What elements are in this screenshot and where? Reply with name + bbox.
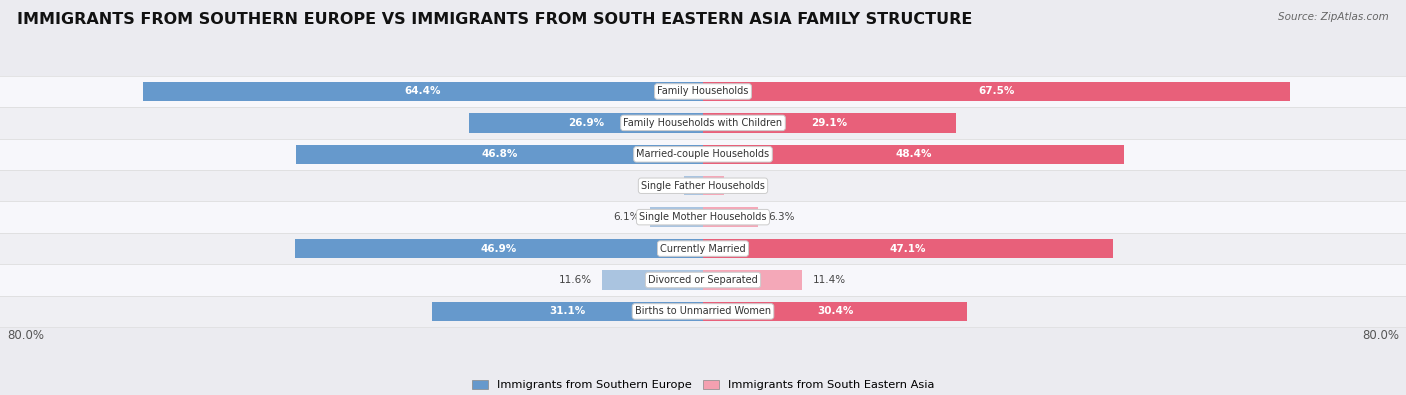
Bar: [0, 233, 1406, 264]
Text: 46.8%: 46.8%: [481, 149, 517, 159]
Text: 80.0%: 80.0%: [1362, 329, 1399, 342]
Text: 30.4%: 30.4%: [817, 307, 853, 316]
Bar: [0, 264, 1406, 296]
Bar: [0, 170, 1406, 201]
Text: 2.4%: 2.4%: [734, 181, 761, 191]
Bar: [0, 76, 1406, 107]
Text: 11.4%: 11.4%: [813, 275, 846, 285]
Bar: [0, 201, 1406, 233]
Text: 31.1%: 31.1%: [550, 307, 586, 316]
Text: 47.1%: 47.1%: [890, 244, 927, 254]
Bar: [0, 107, 1406, 139]
Text: Family Households: Family Households: [658, 87, 748, 96]
Text: 80.0%: 80.0%: [7, 329, 44, 342]
Text: 29.1%: 29.1%: [811, 118, 848, 128]
Text: Single Father Households: Single Father Households: [641, 181, 765, 191]
Text: Single Mother Households: Single Mother Households: [640, 212, 766, 222]
Text: Family Households with Children: Family Households with Children: [623, 118, 783, 128]
Bar: [433, 302, 703, 321]
Bar: [295, 239, 703, 258]
Bar: [602, 270, 703, 290]
Text: 48.4%: 48.4%: [896, 149, 932, 159]
Text: Births to Unmarried Women: Births to Unmarried Women: [636, 307, 770, 316]
Bar: [703, 270, 803, 290]
Bar: [703, 207, 758, 227]
Bar: [295, 145, 703, 164]
Bar: [703, 113, 956, 133]
Text: 46.9%: 46.9%: [481, 244, 517, 254]
Bar: [470, 113, 703, 133]
Text: 11.6%: 11.6%: [558, 275, 592, 285]
Bar: [703, 302, 967, 321]
Text: Currently Married: Currently Married: [661, 244, 745, 254]
Text: IMMIGRANTS FROM SOUTHERN EUROPE VS IMMIGRANTS FROM SOUTH EASTERN ASIA FAMILY STR: IMMIGRANTS FROM SOUTHERN EUROPE VS IMMIG…: [17, 12, 972, 27]
Legend: Immigrants from Southern Europe, Immigrants from South Eastern Asia: Immigrants from Southern Europe, Immigra…: [467, 375, 939, 395]
Text: 64.4%: 64.4%: [405, 87, 441, 96]
Text: 6.1%: 6.1%: [613, 212, 640, 222]
Bar: [143, 82, 703, 101]
Text: 67.5%: 67.5%: [979, 87, 1015, 96]
Bar: [703, 82, 1291, 101]
Text: Divorced or Separated: Divorced or Separated: [648, 275, 758, 285]
Bar: [703, 239, 1112, 258]
Bar: [650, 207, 703, 227]
Bar: [0, 139, 1406, 170]
Text: 26.9%: 26.9%: [568, 118, 605, 128]
Text: 2.2%: 2.2%: [647, 181, 673, 191]
Bar: [703, 145, 1123, 164]
Bar: [703, 176, 724, 196]
Bar: [683, 176, 703, 196]
Text: 6.3%: 6.3%: [768, 212, 794, 222]
Text: Married-couple Households: Married-couple Households: [637, 149, 769, 159]
Bar: [0, 296, 1406, 327]
Text: Source: ZipAtlas.com: Source: ZipAtlas.com: [1278, 12, 1389, 22]
